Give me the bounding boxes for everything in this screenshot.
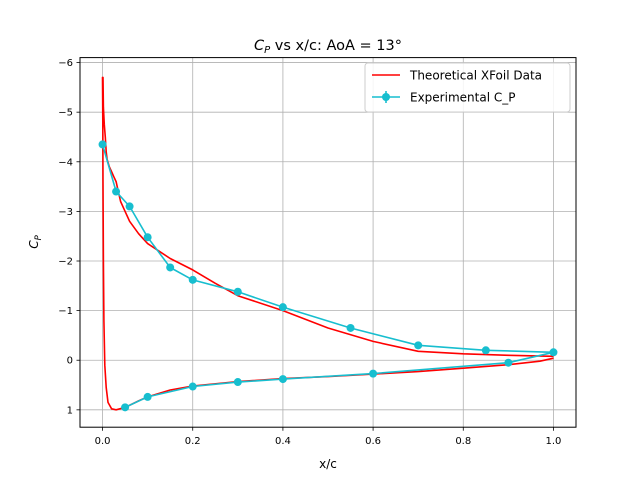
experimental-cp-point [143,392,152,401]
grid-lines [80,57,576,428]
experimental-cp-point [233,287,242,296]
experimental-cp-point [504,358,513,367]
legend: Theoretical XFoil Data Experimental C_P [364,62,571,113]
experimental-cp-point [278,375,287,384]
data-series [98,76,558,412]
experimental-cp-point [188,275,197,284]
y-tick-label: −2 [58,257,73,268]
legend-box [364,62,571,113]
x-axis-label: x/c [319,457,337,471]
axis-ticks: 0.0 0.2 0.4 0.6 0.8 1.0 −6 −5 −4 −3 −2 −1 0 1 [58,58,561,447]
y-axis-label: CP [27,234,44,248]
experimental-cp-point [369,369,378,378]
experimental-cp-point [414,341,423,350]
experimental-cp-point [125,202,134,211]
y-tick-label: 0 [67,356,73,367]
experimental-cp-point [278,303,287,312]
x-tick-label: 0.2 [185,436,201,447]
x-tick-label: 0.8 [455,436,471,447]
experimental-cp-point [481,346,490,355]
plot-frame [79,57,577,428]
x-tick-label: 1.0 [546,436,562,447]
experimental-cp-point [346,323,355,332]
legend-label-theoretical: Theoretical XFoil Data [409,69,542,83]
legend-label-experimental: Experimental C_P [410,91,515,105]
x-tick-label: 0.6 [365,436,381,447]
y-tick-label: 1 [67,405,73,416]
y-tick-label: −5 [58,108,73,119]
y-tick-label: −3 [58,207,73,218]
legend-marker-experimental [382,93,390,101]
y-tick-label: −1 [58,306,73,317]
x-tick-label: 0.0 [95,436,111,447]
experimental-cp-point [233,378,242,387]
experimental-cp-point [188,382,197,391]
experimental-cp-point [98,140,107,149]
chart-title: CP vs x/c: AoA = 13° [254,38,402,56]
experimental-cp-point [549,348,558,357]
y-tick-label: −6 [58,58,73,69]
experimental-cp-point [166,263,175,272]
y-tick-label: −4 [58,157,73,168]
experimental-cp-point [121,403,130,412]
experimental-cp-point [112,187,121,196]
experimental-cp-point [143,233,152,242]
x-tick-label: 0.4 [275,436,291,447]
